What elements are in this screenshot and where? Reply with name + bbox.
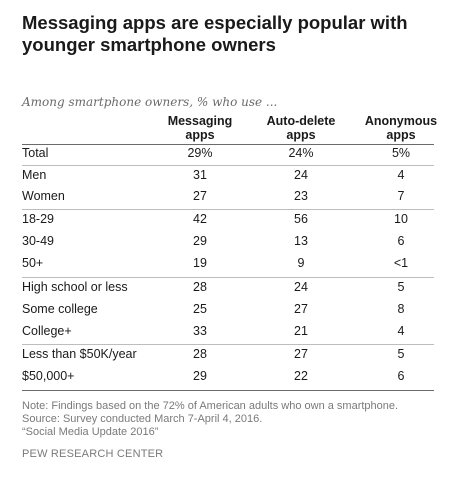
cell-messaging: 42 — [193, 212, 207, 226]
cell-anonymous: 5 — [397, 347, 405, 361]
group-divider-gender — [22, 209, 434, 210]
source-label: PEW RESEARCH CENTER — [22, 448, 164, 460]
cell-auto-delete: 23 — [294, 189, 308, 203]
chart-note: Note: Findings based on the 72% of Ameri… — [22, 400, 452, 439]
cell-anonymous: 6 — [397, 234, 405, 248]
cell-messaging: 29 — [193, 369, 207, 383]
row-label: 18-29 — [22, 212, 54, 226]
cell-anonymous: 6 — [397, 369, 405, 383]
row-label: Some college — [22, 302, 98, 316]
cell-anonymous: 10 — [394, 212, 408, 226]
row-label: $50,000+ — [22, 369, 75, 383]
row-label: 50+ — [22, 256, 44, 270]
column-header-auto-delete-line-1: Auto-delete — [266, 114, 336, 128]
group-divider-total — [22, 165, 434, 166]
chart-title: Messaging apps are especially popular wi… — [22, 12, 452, 56]
cell-messaging: 33 — [193, 324, 207, 338]
cell-auto-delete: 9 — [297, 256, 305, 270]
row-label: Women — [22, 189, 65, 203]
column-header-anonymous-line-1: Anonymous — [364, 114, 438, 128]
cell-messaging: 27 — [193, 189, 207, 203]
cell-messaging: 25 — [193, 302, 207, 316]
chart-title-line-1: Messaging apps are especially popular wi… — [22, 12, 408, 33]
column-header-messaging: Messaging apps — [160, 114, 240, 142]
row-label: High school or less — [22, 280, 128, 294]
cell-anonymous: 5 — [397, 280, 405, 294]
note-line-3: “Social Media Update 2016” — [22, 426, 159, 438]
cell-anonymous: 4 — [397, 324, 405, 338]
cell-auto-delete: 22 — [294, 369, 308, 383]
group-divider-age — [22, 277, 434, 278]
cell-auto-delete: 24% — [288, 146, 314, 160]
cell-auto-delete: 24 — [294, 168, 308, 182]
cell-anonymous: 8 — [397, 302, 405, 316]
row-label: Total — [22, 146, 49, 160]
row-label: 30-49 — [22, 234, 54, 248]
column-header-messaging-line-1: Messaging — [167, 114, 233, 128]
cell-messaging: 28 — [193, 280, 207, 294]
table-bottom-rule — [22, 390, 434, 391]
group-divider-education — [22, 344, 434, 345]
cell-auto-delete: 27 — [294, 302, 308, 316]
cell-messaging: 29 — [193, 234, 207, 248]
cell-anonymous: 5% — [391, 146, 411, 160]
row-label: College+ — [22, 324, 72, 338]
cell-auto-delete: 24 — [294, 280, 308, 294]
cell-auto-delete: 56 — [294, 212, 308, 226]
column-header-auto-delete: Auto-delete apps — [258, 114, 344, 142]
column-header-messaging-line-2: apps — [185, 128, 215, 142]
cell-auto-delete: 27 — [294, 347, 308, 361]
cell-anonymous: 4 — [397, 168, 405, 182]
column-header-anonymous-line-2: apps — [386, 128, 416, 142]
note-line-1: Note: Findings based on the 72% of Ameri… — [22, 400, 399, 412]
cell-messaging: 29% — [187, 146, 213, 160]
cell-messaging: 28 — [193, 347, 207, 361]
note-line-2: Source: Survey conducted March 7-April 4… — [22, 413, 263, 425]
cell-auto-delete: 13 — [294, 234, 308, 248]
row-label: Men — [22, 168, 47, 182]
cell-messaging: 19 — [193, 256, 207, 270]
column-header-auto-delete-line-2: apps — [286, 128, 316, 142]
chart-subtitle: Among smartphone owners, % who use ... — [22, 95, 278, 109]
row-label: Less than $50K/year — [22, 347, 137, 361]
column-header-anonymous: Anonymous apps — [359, 114, 443, 142]
cell-messaging: 31 — [193, 168, 207, 182]
cell-anonymous: 7 — [397, 189, 405, 203]
chart-title-line-2: younger smartphone owners — [22, 34, 276, 55]
header-divider — [22, 144, 434, 145]
cell-auto-delete: 21 — [294, 324, 308, 338]
cell-anonymous: <1 — [393, 256, 409, 270]
